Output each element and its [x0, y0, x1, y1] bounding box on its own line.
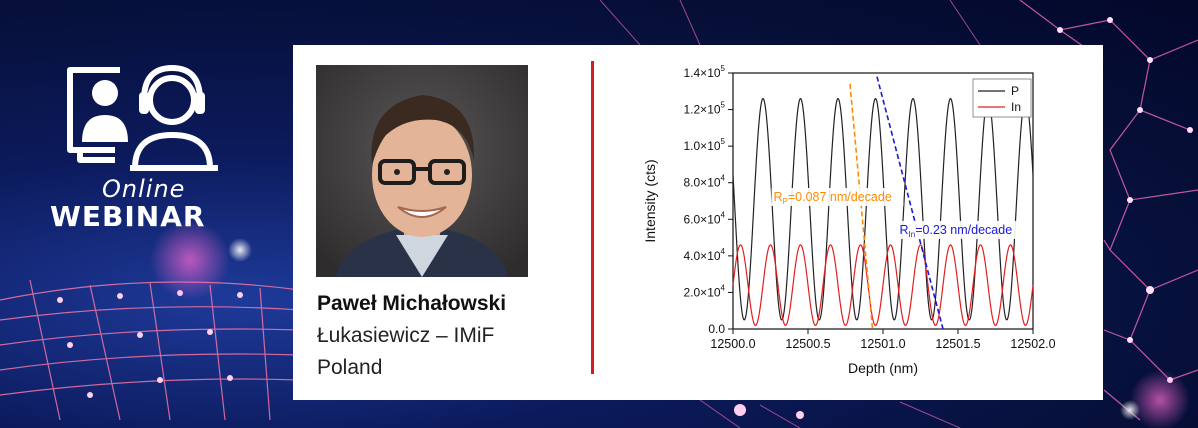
y-tick-label: 8.0×104 — [684, 174, 726, 190]
x-tick-label: 12500.5 — [785, 337, 830, 351]
annotation-rp: RP=0.087 nm/decade — [774, 190, 892, 206]
fit-line-rin — [876, 76, 944, 330]
speaker-name: Paweł Michałowski — [317, 292, 507, 315]
logo-online-text: Online — [102, 175, 186, 203]
speaker-affiliation: Łukasiewicz – IMiF — [317, 324, 495, 347]
fit-line-rp — [849, 83, 874, 330]
chart-axes: 0.0 2.0×104 4.0×104 6.0×104 8.0×104 1.0×105 1.… — [642, 64, 1056, 376]
speaker-card: Paweł Michałowski Łukasiewicz – IMiF Pol… — [293, 45, 1103, 400]
legend-box — [972, 78, 1032, 118]
y-tick-label: 1.2×105 — [684, 101, 726, 117]
annotation-rin: RIn=0.23 nm/decade — [900, 223, 1013, 239]
annotation-bg-rp — [771, 188, 904, 206]
divider-line — [591, 61, 594, 374]
legend-label-in: In — [1011, 100, 1021, 114]
chart-series — [732, 97, 1034, 326]
speaker-photo — [316, 65, 528, 277]
video-conference-icon — [67, 64, 218, 171]
y-tick-label: 1.4×105 — [684, 64, 726, 80]
x-tick-label: 12501.0 — [860, 337, 905, 351]
y-tick-label: 1.0×105 — [684, 137, 726, 153]
speaker-country: Poland — [317, 356, 383, 379]
depth-profile-chart: 0.0 2.0×104 4.0×104 6.0×104 8.0×104 1.0×105 1.… — [642, 64, 1056, 376]
logo-webinar-text: WEBINAR — [50, 200, 206, 233]
y-tick-label: 0.0 — [708, 322, 725, 336]
y-tick-label: 2.0×104 — [684, 283, 726, 299]
y-tick-label: 6.0×104 — [684, 210, 726, 226]
chart-annotations: RP=0.087 nm/decade RIn=0.23 nm/decade — [771, 76, 1032, 330]
annotation-bg-rin — [897, 220, 1032, 239]
x-tick-label: 12500.0 — [710, 337, 755, 351]
x-tick-label: 12501.5 — [935, 337, 980, 351]
y-axis-label: Intensity (cts) — [642, 159, 658, 242]
chart-legend: P In — [972, 78, 1032, 118]
series-in-line — [732, 244, 1034, 326]
x-axis-label: Depth (nm) — [848, 360, 918, 376]
y-tick-label: 4.0×104 — [684, 247, 726, 263]
x-tick-label: 12502.0 — [1010, 337, 1055, 351]
legend-label-p: P — [1011, 84, 1019, 98]
